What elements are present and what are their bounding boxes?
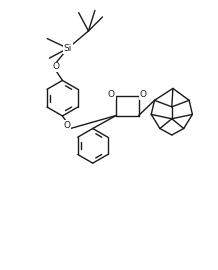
Text: O: O: [108, 90, 115, 99]
Text: O: O: [64, 120, 71, 130]
Text: O: O: [53, 62, 60, 71]
Text: O: O: [140, 90, 147, 99]
Text: Si: Si: [64, 44, 72, 53]
